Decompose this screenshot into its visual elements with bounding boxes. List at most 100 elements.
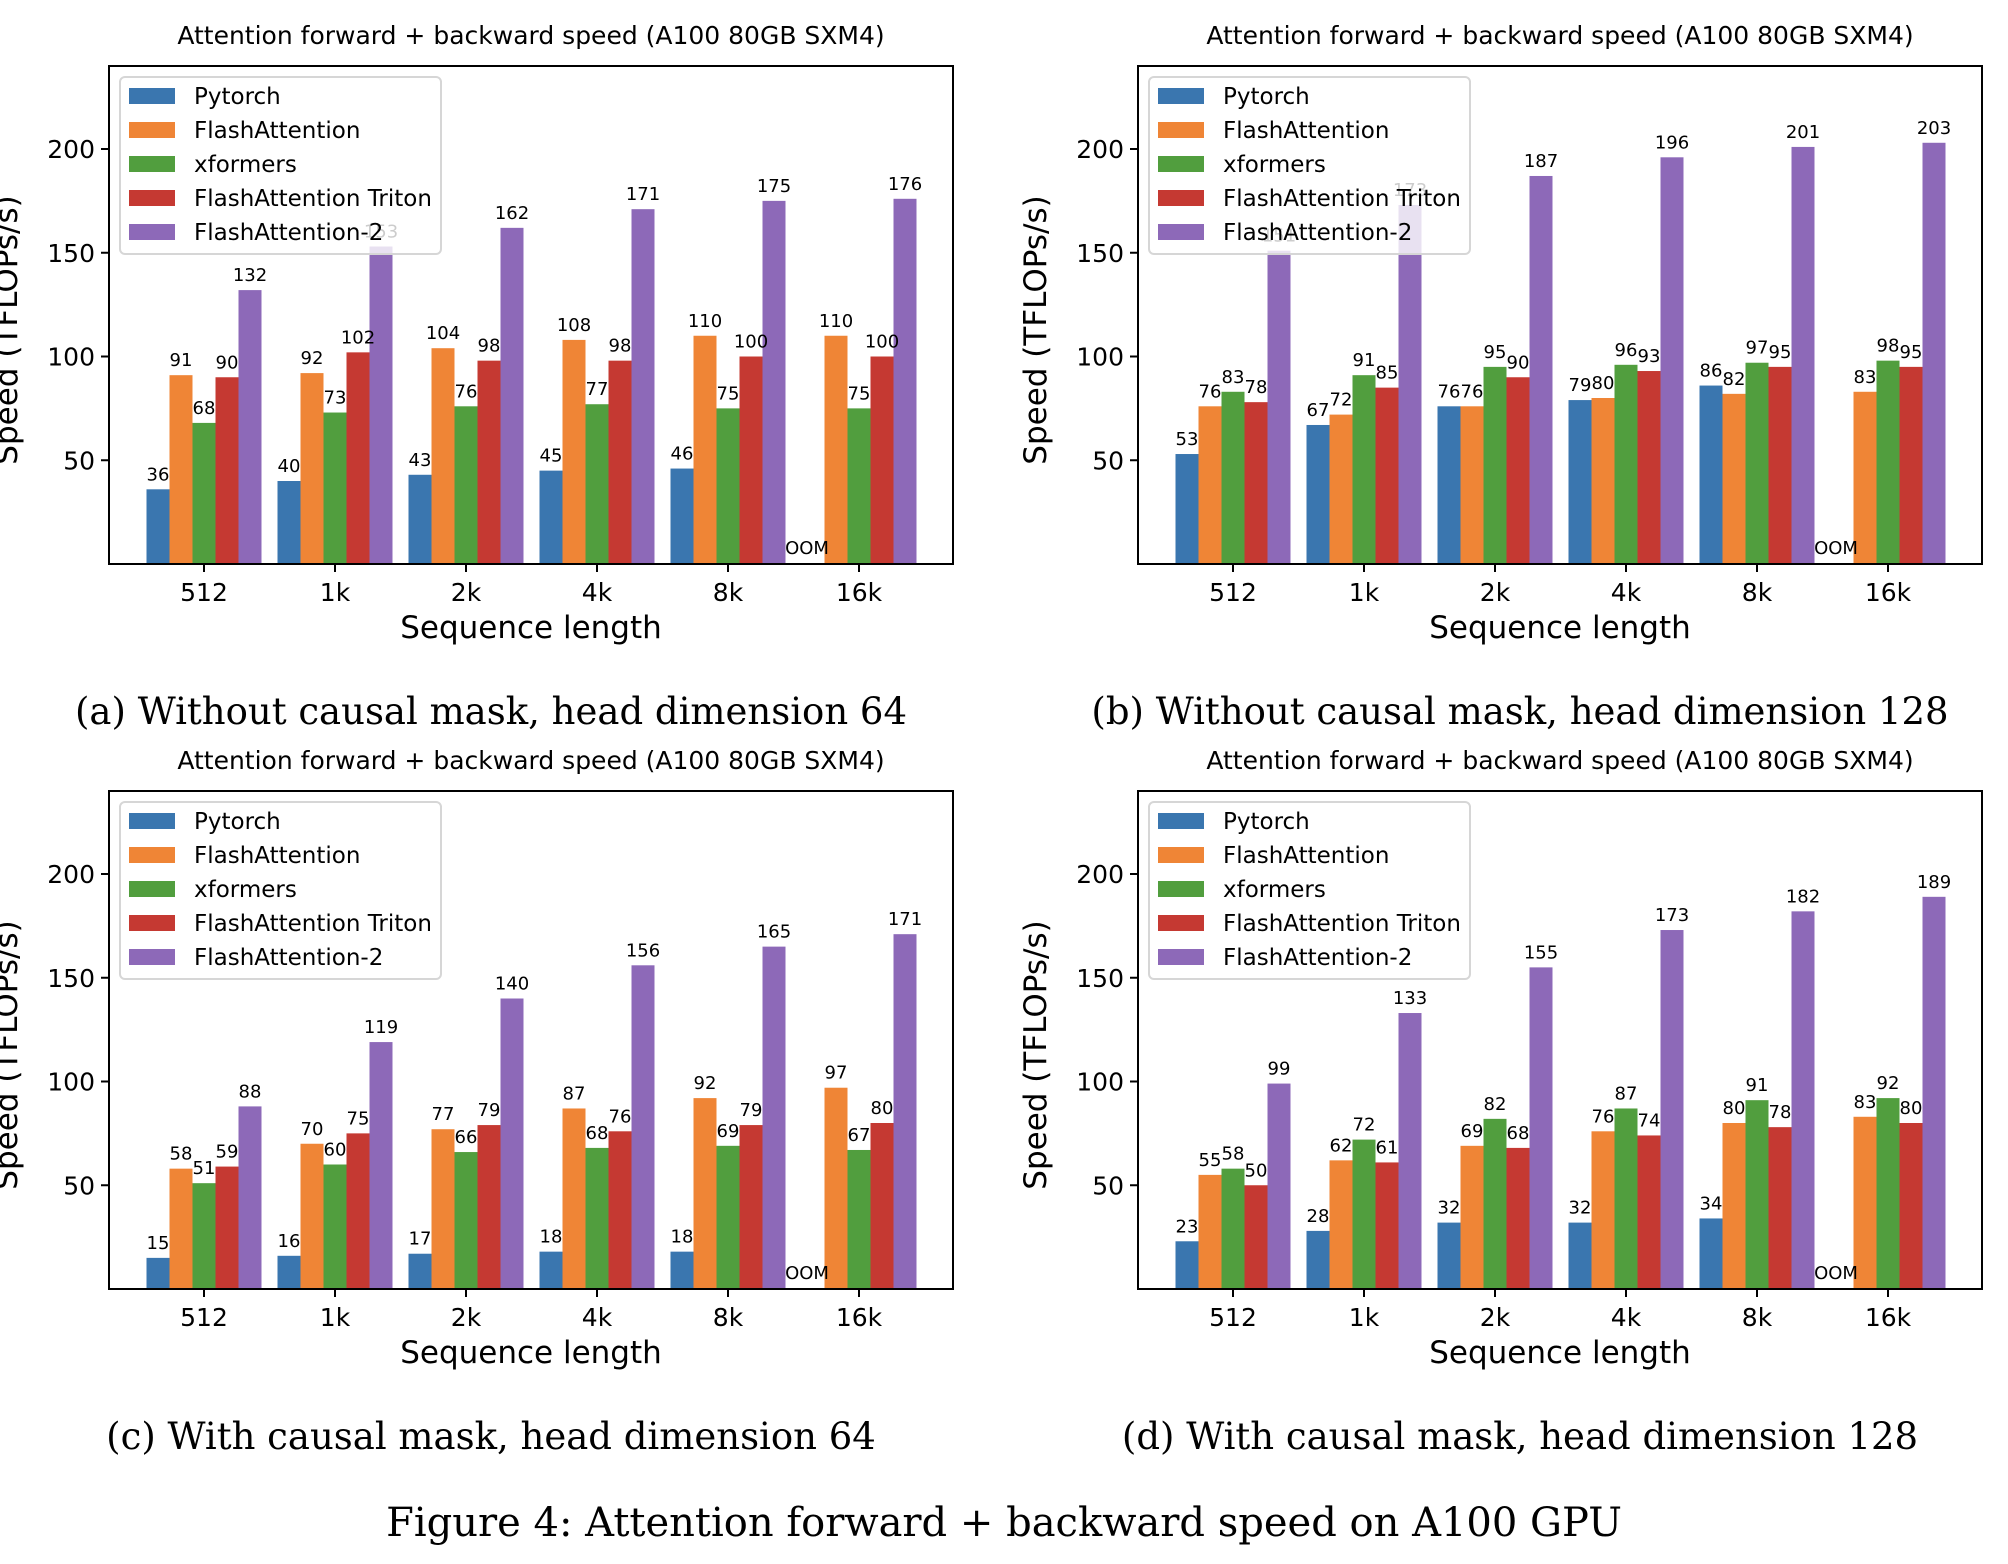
x-tick-label: 8k (713, 578, 744, 607)
bar-xformers-2k (1483, 366, 1507, 564)
legend: Pytorch FlashAttention xformers FlashAttent… (119, 801, 442, 980)
y-tick-label: 100 (1076, 343, 1124, 372)
data-label: 87 (1615, 1083, 1638, 1104)
bar-pytorch-8k (1699, 1218, 1723, 1289)
data-label: 175 (757, 176, 791, 197)
bar-xformers-2k (454, 1152, 478, 1289)
bar-flashattention-2k (1460, 406, 1484, 564)
bar-flashattention-2-4k (631, 965, 655, 1289)
bar-xformers-8k (716, 1145, 740, 1289)
chart-title: Attention forward + backward speed (A100… (177, 21, 884, 50)
x-tick-label: 16k (836, 1303, 883, 1332)
data-label: 156 (626, 940, 660, 961)
data-label: 58 (1222, 1144, 1245, 1165)
bar-flashattention-triton-16k (1899, 1123, 1923, 1289)
y-tick-label: 100 (1076, 1068, 1124, 1097)
data-label: 34 (1700, 1193, 1723, 1214)
bar-xformers-4k (1614, 364, 1638, 564)
bar-flashattention-16k (1853, 1116, 1877, 1289)
bar-flashattention-triton-1k (346, 352, 370, 564)
legend-swatch-xformers (129, 881, 175, 897)
data-label: 155 (1524, 942, 1558, 963)
bar-flashattention-2k (1460, 1145, 1484, 1289)
oom-annotation: OOM (785, 538, 829, 559)
x-tick-label: 1k (1349, 578, 1380, 607)
data-label: 203 (1917, 118, 1951, 139)
subfigure-caption-c: (c) With causal mask, head dimension 64 (106, 1415, 876, 1458)
data-label: 83 (1854, 1092, 1877, 1113)
x-axis-label: Sequence length (1429, 610, 1691, 646)
bar-flashattention-2-2k (500, 227, 524, 564)
legend-swatch-flashattention-triton (1158, 190, 1204, 206)
data-label: 80 (1592, 373, 1615, 394)
bar-xformers-8k (1745, 1100, 1769, 1289)
y-tick-label: 150 (47, 964, 95, 993)
bar-xformers-512 (1221, 391, 1245, 564)
data-label: 98 (478, 336, 501, 357)
data-label: 189 (1917, 872, 1951, 893)
bar-flashattention-2-8k (1791, 146, 1815, 565)
x-tick-label: 512 (1209, 578, 1257, 607)
bar-xformers-512 (192, 1183, 216, 1289)
y-tick-label: 200 (47, 135, 95, 164)
y-tick-label: 50 (1092, 446, 1124, 475)
data-label: 83 (1222, 367, 1245, 388)
bar-flashattention-4k (1591, 398, 1615, 564)
bar-flashattention-8k (1722, 393, 1746, 564)
x-tick-label: 8k (1742, 1303, 1773, 1332)
data-label: 72 (1353, 1115, 1376, 1136)
bar-flashattention-8k (1722, 1123, 1746, 1289)
bar-flashattention-4k (562, 339, 586, 564)
bar-flashattention-1k (300, 1143, 324, 1289)
x-tick-label: 512 (1209, 1303, 1257, 1332)
data-label: 45 (540, 446, 563, 467)
bar-flashattention-2-2k (500, 998, 524, 1289)
bar-flashattention-16k (824, 1087, 848, 1289)
bar-flashattention-triton-8k (1768, 366, 1792, 564)
legend-label: FlashAttention (194, 118, 360, 144)
legend-swatch-flashattention (1158, 122, 1204, 138)
data-label: 87 (563, 1083, 586, 1104)
data-label: 82 (1723, 369, 1746, 390)
data-label: 80 (1723, 1098, 1746, 1119)
x-axis-label: Sequence length (400, 610, 662, 646)
bar-pytorch-512 (1175, 1241, 1199, 1289)
bar-flashattention-triton-16k (870, 1123, 894, 1289)
bar-pytorch-512 (1175, 454, 1199, 564)
y-tick-label: 150 (1076, 964, 1124, 993)
bar-pytorch-8k (670, 468, 694, 564)
bar-flashattention-2-8k (1791, 911, 1815, 1289)
x-tick-label: 1k (320, 1303, 351, 1332)
axes-frame (1137, 65, 1983, 565)
legend-swatch-xformers (1158, 156, 1204, 172)
subfigure-caption-a: (a) Without causal mask, head dimension … (75, 690, 907, 733)
legend-swatch-flashattention (129, 122, 175, 138)
bar-flashattention-512 (1198, 1174, 1222, 1289)
data-label: 18 (540, 1227, 563, 1248)
data-label: 165 (757, 922, 791, 943)
data-label: 76 (1199, 381, 1222, 402)
x-tick-label: 4k (1611, 1303, 1642, 1332)
legend-swatch-flashattention (1158, 847, 1204, 863)
data-label: 18 (671, 1227, 694, 1248)
bar-pytorch-1k (277, 481, 301, 564)
data-label: 67 (848, 1125, 871, 1146)
bar-flashattention-triton-512 (215, 1166, 239, 1289)
data-label: 91 (170, 350, 193, 371)
legend: Pytorch FlashAttention xformers FlashAttent… (1148, 76, 1471, 255)
bar-xformers-1k (323, 1164, 347, 1289)
bar-flashattention-2-1k (369, 1042, 393, 1289)
chart-title: Attention forward + backward speed (A100… (1206, 746, 1913, 775)
y-tick-label: 200 (1076, 135, 1124, 164)
x-tick-label: 512 (180, 1303, 228, 1332)
bar-flashattention-1k (1329, 1160, 1353, 1289)
data-label: 76 (1461, 381, 1484, 402)
bar-flashattention-triton-2k (477, 1125, 501, 1289)
data-label: 28 (1307, 1206, 1330, 1227)
legend-label: FlashAttention-2 (1223, 945, 1412, 971)
data-label: 32 (1438, 1198, 1461, 1219)
bar-flashattention-triton-512 (1244, 402, 1268, 564)
legend-label: FlashAttention Triton (1223, 911, 1461, 937)
bar-flashattention-triton-2k (1506, 377, 1530, 564)
oom-annotation: OOM (1814, 538, 1858, 559)
